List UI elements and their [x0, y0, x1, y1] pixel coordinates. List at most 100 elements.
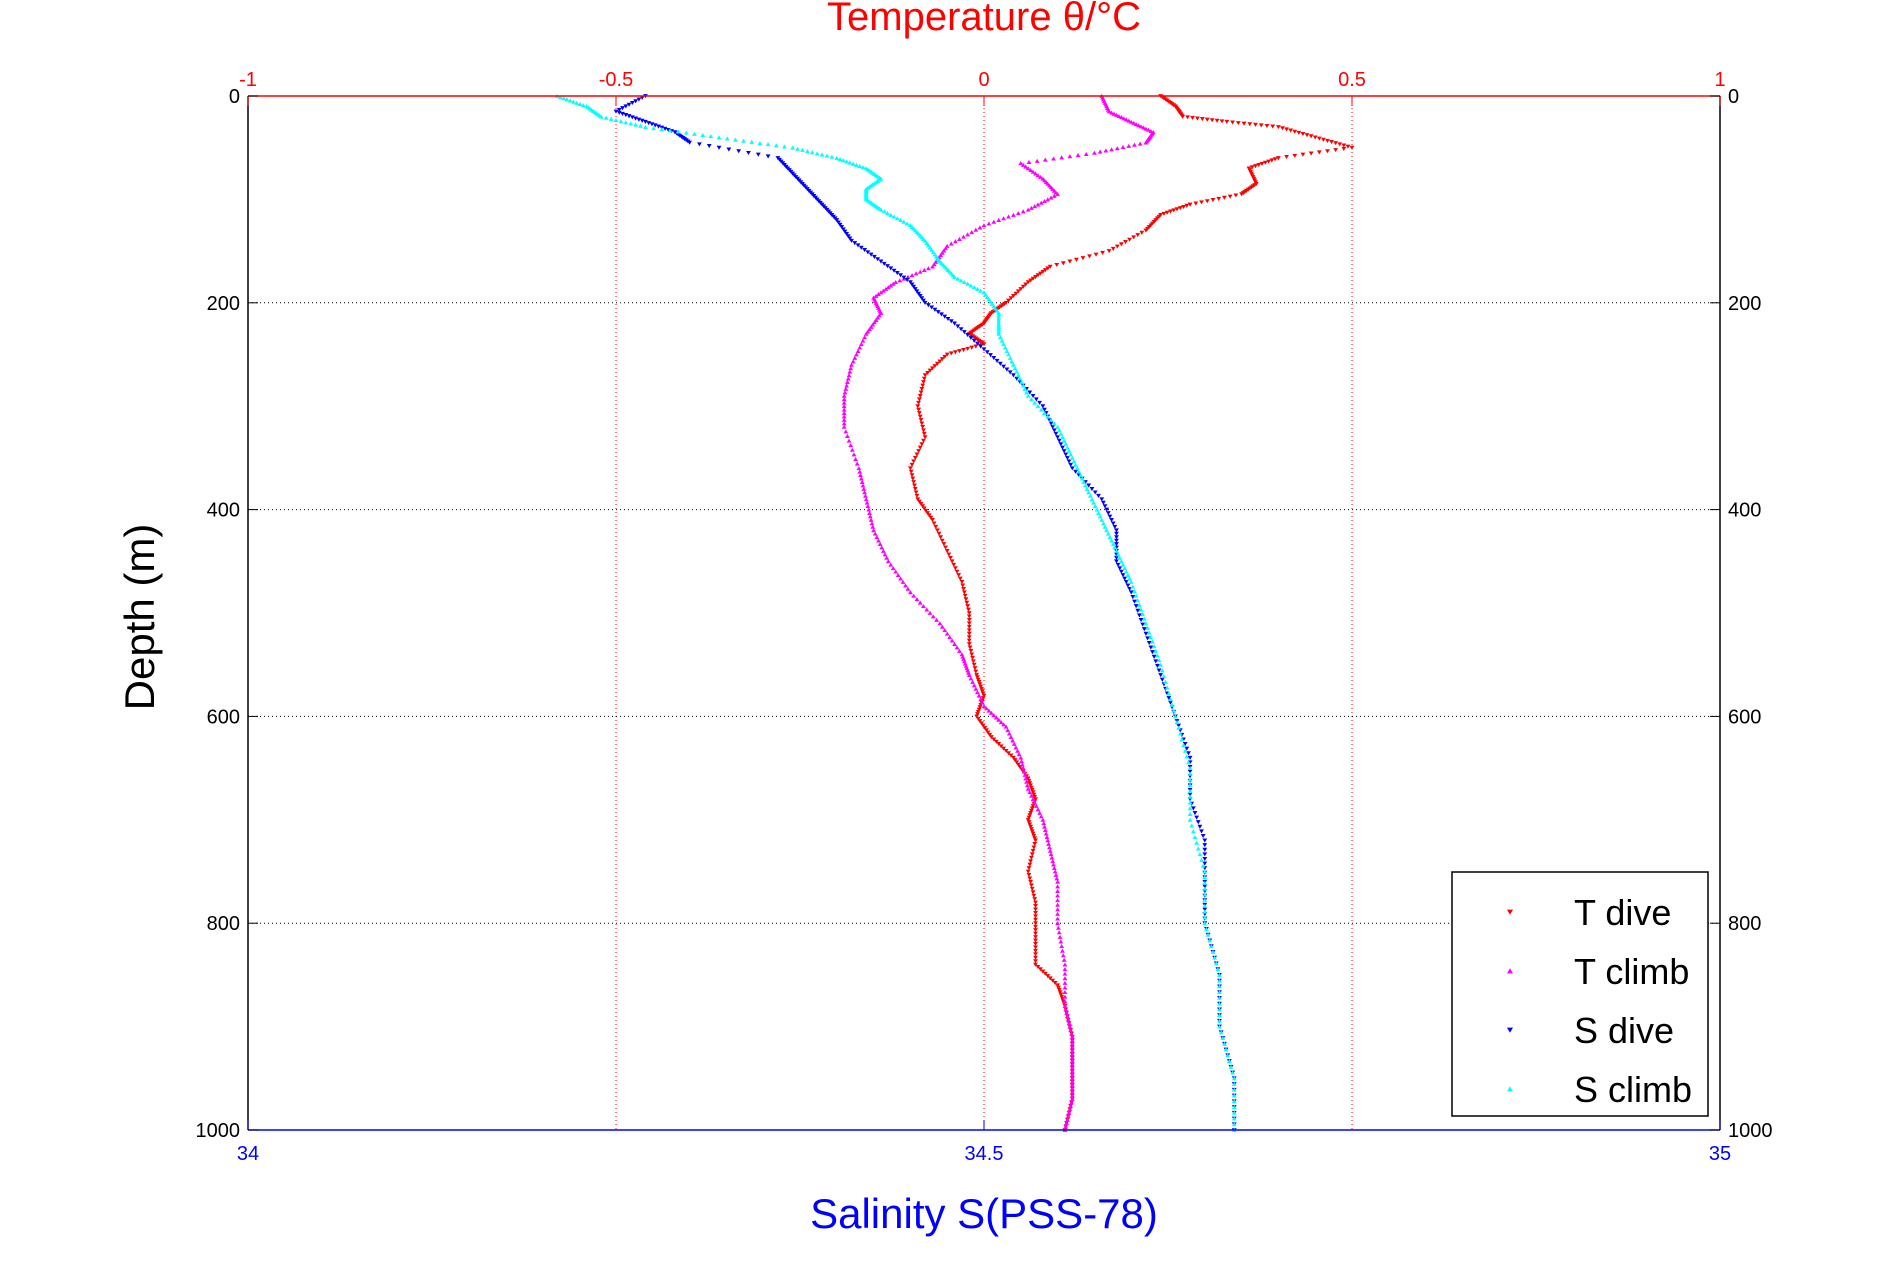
data-point	[952, 566, 958, 571]
data-point	[1300, 152, 1306, 157]
data-point	[1151, 644, 1157, 649]
data-point	[973, 344, 979, 349]
data-point	[1154, 663, 1160, 669]
data-point	[1043, 831, 1049, 836]
data-point	[968, 648, 974, 654]
data-point	[969, 652, 975, 657]
data-point	[841, 424, 847, 429]
data-point	[1187, 817, 1193, 822]
data-point	[1032, 400, 1038, 405]
data-point	[1118, 569, 1124, 574]
data-point	[1099, 517, 1105, 522]
data-point	[1020, 383, 1026, 388]
data-point	[960, 583, 966, 588]
data-point	[629, 100, 635, 106]
data-point	[881, 288, 886, 293]
data-point	[1103, 148, 1109, 153]
data-point	[1042, 407, 1047, 412]
data-point	[1069, 1086, 1075, 1091]
data-point	[856, 466, 862, 471]
data-point	[1109, 538, 1114, 543]
data-point	[1329, 140, 1334, 145]
data-point	[905, 586, 911, 591]
data-point	[916, 397, 922, 402]
data-point	[911, 480, 917, 485]
data-point	[1054, 262, 1060, 268]
data-point	[1169, 702, 1175, 707]
data-point	[1051, 421, 1057, 426]
data-point	[1231, 1099, 1237, 1104]
data-point	[1068, 1027, 1074, 1032]
data-point	[916, 291, 921, 296]
data-point	[613, 117, 619, 123]
legend-item: T dive	[1507, 892, 1671, 933]
data-point	[1014, 760, 1020, 765]
data-point	[849, 362, 854, 367]
data-point	[1217, 972, 1222, 977]
data-point	[981, 703, 987, 708]
data-point	[574, 100, 580, 105]
right-tick-label: 600	[1728, 706, 1761, 728]
right-tick-label: 1000	[1728, 1120, 1773, 1142]
data-point	[893, 569, 899, 574]
data-point	[1312, 135, 1318, 140]
data-point	[966, 621, 972, 626]
data-point	[1262, 160, 1268, 165]
data-point	[868, 252, 874, 257]
data-point	[909, 282, 915, 287]
data-point	[1148, 634, 1154, 640]
data-point	[1015, 289, 1021, 294]
data-point	[1038, 174, 1043, 179]
data-point	[1227, 194, 1233, 199]
data-point	[1035, 173, 1041, 178]
data-point	[633, 99, 639, 104]
data-point	[1067, 259, 1073, 264]
data-point	[567, 98, 573, 103]
data-point	[1087, 254, 1092, 259]
data-point	[1158, 662, 1164, 667]
data-point	[844, 231, 850, 237]
data-point	[1126, 143, 1132, 148]
data-point	[966, 635, 972, 640]
data-point	[651, 126, 657, 131]
data-point	[1050, 424, 1056, 430]
data-point	[872, 254, 877, 260]
data-point	[1213, 961, 1219, 966]
data-point	[1055, 879, 1060, 884]
data-point	[1035, 807, 1041, 812]
data-point	[991, 219, 997, 224]
data-point	[1153, 648, 1159, 653]
data-point	[1202, 921, 1208, 926]
data-point	[952, 274, 957, 279]
data-point	[837, 157, 843, 162]
data-point	[862, 248, 868, 253]
data-point	[1026, 815, 1032, 820]
data-point	[905, 274, 911, 279]
data-point	[957, 349, 962, 354]
legend-item: S dive	[1507, 1010, 1674, 1051]
data-point	[935, 310, 941, 315]
data-point	[996, 331, 1002, 336]
data-point	[1069, 1100, 1074, 1105]
data-point	[1013, 291, 1019, 296]
data-point	[1264, 123, 1270, 129]
data-point	[996, 313, 1002, 318]
data-point	[841, 407, 847, 412]
data-point	[1030, 831, 1036, 836]
data-point	[1125, 583, 1131, 588]
data-point	[1062, 980, 1068, 985]
data-point	[998, 719, 1004, 725]
data-point	[915, 497, 921, 502]
data-point	[1204, 117, 1210, 122]
data-point	[841, 393, 847, 398]
data-point	[996, 324, 1002, 329]
left-tick-label: 200	[207, 293, 240, 315]
data-point	[1042, 157, 1048, 162]
data-point	[844, 383, 850, 388]
data-point	[646, 121, 652, 126]
data-point	[956, 573, 962, 578]
data-point	[1087, 493, 1093, 498]
data-point	[891, 214, 897, 219]
data-point	[1047, 264, 1053, 269]
data-point	[841, 404, 847, 409]
